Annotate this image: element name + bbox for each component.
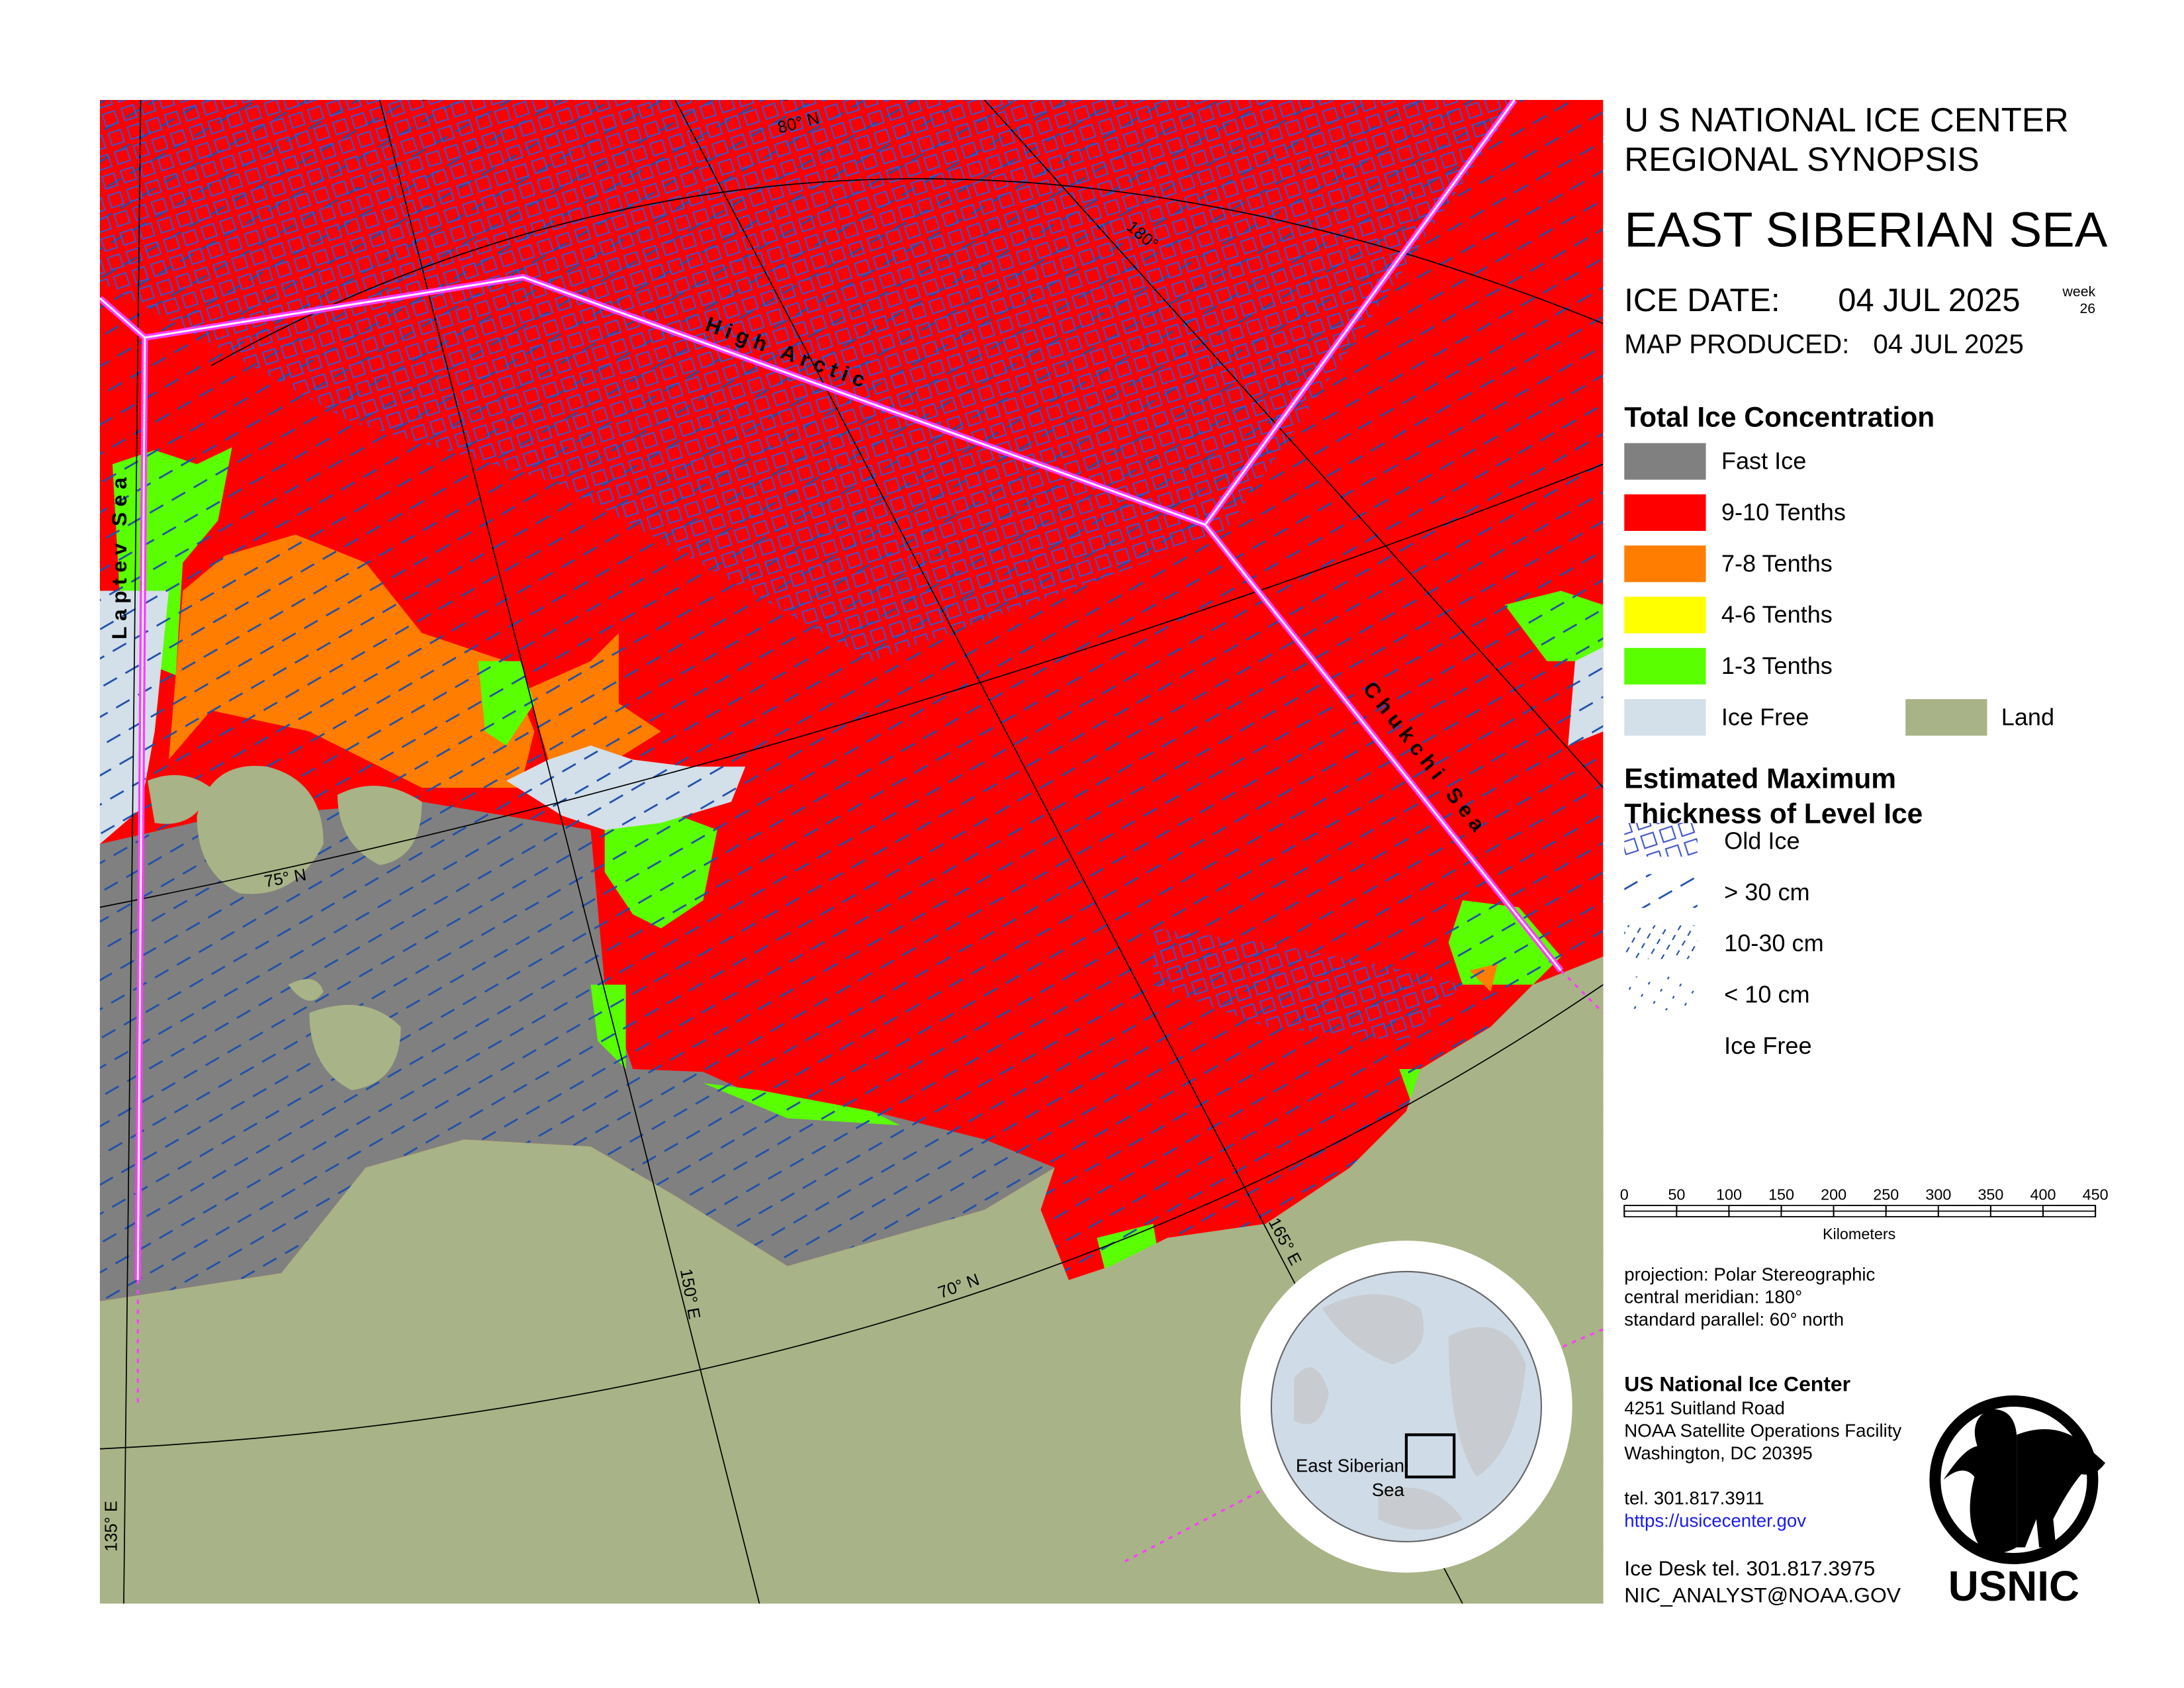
telephone: tel. 301.817.3911 [1624, 1488, 1764, 1509]
legend-label: > 30 cm [1724, 878, 1809, 906]
scale-segment [1728, 1205, 1782, 1212]
scale-tick-label: 150 [1768, 1186, 1794, 1203]
scale-segment [1937, 1205, 1991, 1212]
legend-swatch [1624, 545, 1706, 583]
scale-segment [1833, 1205, 1887, 1212]
map: High Arctic Laptev Sea Chukchi Sea 80° N… [99, 99, 1604, 1604]
projection: standard parallel: 60° north [1624, 1309, 1844, 1330]
legend-label: 7-8 Tenths [1721, 549, 1833, 577]
address: NOAA Satellite Operations Facility [1624, 1421, 1901, 1441]
legend-symbol [1624, 1028, 1697, 1062]
scale-segment [1676, 1210, 1730, 1217]
legend-label: Fast Ice [1721, 447, 1806, 475]
inset-label: East Siberian [1296, 1456, 1404, 1476]
legend: Total Ice Concentration Estimated Maximu… [1624, 402, 2054, 1062]
scale-unit: Kilometers [1823, 1225, 1895, 1243]
agency: U S NATIONAL ICE CENTER [1624, 101, 2068, 138]
old-ice [1153, 928, 1463, 1041]
logo: USNIC [1929, 1395, 2106, 1610]
inset-label: Sea [1372, 1479, 1405, 1500]
legend-label: 4-6 Tenths [1721, 601, 1833, 628]
legend-title: Estimated Maximum [1624, 764, 1896, 795]
scale-segment [1623, 1205, 1678, 1212]
produced-label: MAP PRODUCED: [1624, 328, 1849, 359]
scale-tick-label: 300 [1925, 1186, 1951, 1203]
legend-swatch [1624, 596, 1706, 633]
projection: projection: Polar Stereographic [1624, 1264, 1875, 1285]
scale-tick-label: 100 [1716, 1186, 1742, 1203]
scale-tick-label: 50 [1668, 1186, 1685, 1203]
boundary-dashed [1124, 1487, 1267, 1563]
scale-segment [1885, 1210, 1939, 1217]
week: 26 [2080, 301, 2096, 316]
legend-symbol [1624, 874, 1698, 908]
week-label: week [2062, 284, 2096, 300]
email: NIC_ANALYST@NOAA.GOV [1624, 1583, 1901, 1607]
inset-globe: East Siberian Sea [1240, 1241, 1572, 1573]
projection-info: projection: Polar Stereographic central … [1624, 1264, 1875, 1330]
legend-label: 9-10 Tenths [1721, 498, 1846, 526]
ice-date-label: ICE DATE: [1624, 283, 1780, 318]
logo-text: USNIC [1948, 1562, 2079, 1610]
scale-tick-label: 450 [2083, 1186, 2109, 1203]
scale-segment [1780, 1210, 1835, 1217]
website-link[interactable]: https://usicecenter.gov [1624, 1511, 1806, 1531]
legend-label: Ice Free [1724, 1032, 1811, 1059]
ice-date: 04 JUL 2025 [1838, 283, 2020, 318]
legend-symbol [1624, 925, 1698, 959]
ice-desk: Ice Desk tel. 301.817.3975 [1624, 1556, 1875, 1580]
scale-bar: Kilometers 0 50 100 150 200 250 300 350 400 450 [1620, 1186, 2109, 1242]
contact-name: US National Ice Center [1624, 1372, 1850, 1396]
boundary-dashed [1560, 970, 1604, 1014]
legend-swatch [1624, 494, 1706, 531]
scale-tick-label: 400 [2030, 1186, 2056, 1203]
contact: US National Ice Center 4251 Suitland Roa… [1624, 1372, 1901, 1607]
scale-tick-label: 350 [1978, 1186, 2003, 1203]
graticule-label: 135° E [103, 1501, 121, 1552]
region-title: EAST SIBERIAN SEA [1624, 202, 2107, 257]
legend-label: Land [2001, 703, 2054, 730]
scale-frame [1623, 1205, 2096, 1217]
legend-swatch [1624, 647, 1706, 685]
scale-tick-label: 250 [1873, 1186, 1899, 1203]
legend-symbol [1624, 976, 1698, 1011]
legend-label: Ice Free [1721, 703, 1809, 730]
legend-label: < 10 cm [1724, 980, 1809, 1008]
land [99, 956, 1604, 1604]
produced: 04 JUL 2025 [1873, 328, 2023, 359]
region-label: Laptev Sea [107, 472, 131, 639]
legend-label: 1-3 Tenths [1721, 652, 1833, 679]
scale-tick-label: 200 [1821, 1186, 1846, 1203]
legend-label: 10-30 cm [1724, 929, 1824, 957]
legend-label: Old Ice [1724, 827, 1799, 854]
product: REGIONAL SYNOPSIS [1624, 140, 1979, 178]
header: U S NATIONAL ICE CENTER REGIONAL SYNOPSI… [1624, 101, 2107, 359]
graticule [99, 99, 1604, 1604]
legend-swatch [1624, 443, 1706, 480]
scale-tick-label: 0 [1620, 1186, 1629, 1203]
legend-title: Total Ice Concentration [1624, 402, 1934, 433]
legend-swatch [1624, 699, 1706, 736]
address: Washington, DC 20395 [1624, 1443, 1812, 1464]
projection: central meridian: 180° [1624, 1287, 1802, 1307]
legend-symbol [1624, 823, 1698, 857]
legend-swatch [1905, 699, 1987, 736]
scale-segment [2042, 1205, 2096, 1212]
scale-segment [1990, 1210, 2044, 1217]
address: 4251 Suitland Road [1624, 1398, 1785, 1419]
island [148, 765, 1467, 1168]
